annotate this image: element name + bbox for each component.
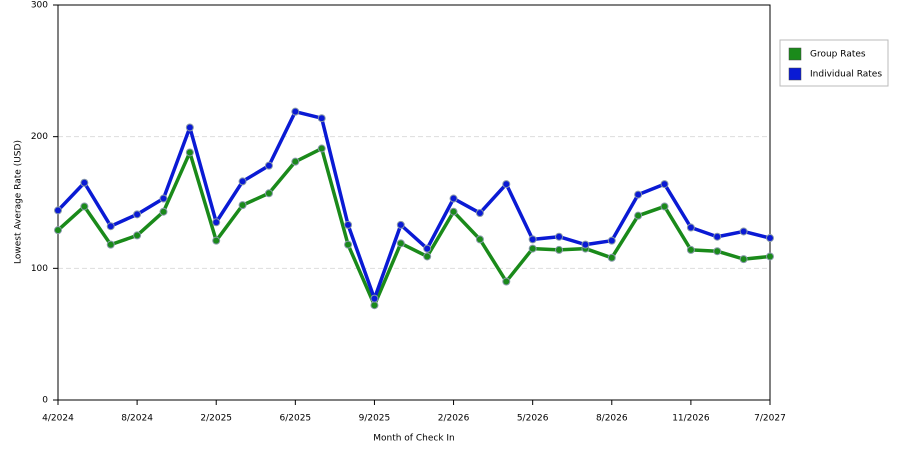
data-point <box>80 178 89 187</box>
data-point <box>739 227 748 236</box>
data-point <box>660 202 669 211</box>
y-tick-label: 0 <box>42 396 48 406</box>
data-point <box>555 245 564 254</box>
data-point <box>423 252 432 261</box>
data-point <box>713 232 722 241</box>
legend-swatch <box>788 67 802 81</box>
x-tick-label: 5/2026 <box>517 414 549 424</box>
x-tick-label: 9/2025 <box>359 414 391 424</box>
data-point <box>475 209 484 218</box>
data-point <box>264 161 273 170</box>
data-point <box>634 190 643 199</box>
data-point <box>291 107 300 116</box>
data-point <box>264 189 273 198</box>
data-point <box>54 206 62 215</box>
data-point <box>739 255 748 264</box>
y-axis-label: Lowest Average Rate (USD) <box>14 140 24 264</box>
legend-swatch <box>788 47 802 61</box>
x-tick-label: 2/2025 <box>200 414 232 424</box>
data-point <box>686 245 695 254</box>
data-point <box>713 247 722 256</box>
legend-label: Individual Rates <box>810 70 882 80</box>
data-point <box>238 201 247 210</box>
data-point <box>607 236 616 245</box>
data-point <box>449 194 458 203</box>
data-point <box>238 177 247 186</box>
x-tick-label: 8/2024 <box>121 414 153 424</box>
data-point <box>634 211 643 220</box>
data-point <box>528 235 537 244</box>
data-point <box>502 277 511 286</box>
data-point <box>133 231 142 240</box>
data-point <box>607 253 616 262</box>
x-tick-label: 8/2026 <box>596 414 628 424</box>
data-point <box>133 210 142 219</box>
x-tick-label: 4/2024 <box>42 414 74 424</box>
data-point <box>106 240 115 249</box>
series-line <box>56 146 771 307</box>
data-point <box>317 144 326 153</box>
data-point <box>291 157 300 166</box>
data-point <box>423 244 432 253</box>
data-point <box>528 244 537 253</box>
series-line <box>56 109 771 301</box>
legend-label: Group Rates <box>810 50 866 60</box>
x-tick-label: 6/2025 <box>279 414 311 424</box>
data-point <box>344 240 353 249</box>
data-point <box>766 252 774 261</box>
data-point <box>581 240 590 249</box>
x-tick-label: 11/2026 <box>672 414 710 424</box>
data-point <box>185 148 194 157</box>
data-point <box>159 194 168 203</box>
plot-frame <box>57 4 771 401</box>
data-point <box>475 235 484 244</box>
data-point <box>766 234 774 243</box>
x-tick-label: 7/2027 <box>754 414 786 424</box>
data-point <box>159 207 168 216</box>
data-point <box>212 236 221 245</box>
data-point <box>396 239 405 248</box>
data-point <box>344 220 353 229</box>
data-point <box>502 180 511 189</box>
data-point <box>370 301 379 310</box>
data-point <box>185 123 194 132</box>
y-tick-label: 300 <box>31 1 48 11</box>
data-point <box>317 114 326 123</box>
data-point <box>80 202 89 211</box>
x-axis-label: Month of Check In <box>373 434 455 444</box>
data-point <box>660 180 669 189</box>
data-point <box>449 207 458 216</box>
data-point <box>212 218 221 227</box>
y-tick-label: 100 <box>31 264 48 274</box>
y-tick-label: 200 <box>31 132 48 142</box>
data-point <box>106 222 115 231</box>
data-point <box>555 232 564 241</box>
x-tick-label: 2/2026 <box>438 414 470 424</box>
data-point <box>370 294 379 303</box>
data-point <box>54 226 62 235</box>
data-point <box>686 223 695 232</box>
data-point <box>396 220 405 229</box>
